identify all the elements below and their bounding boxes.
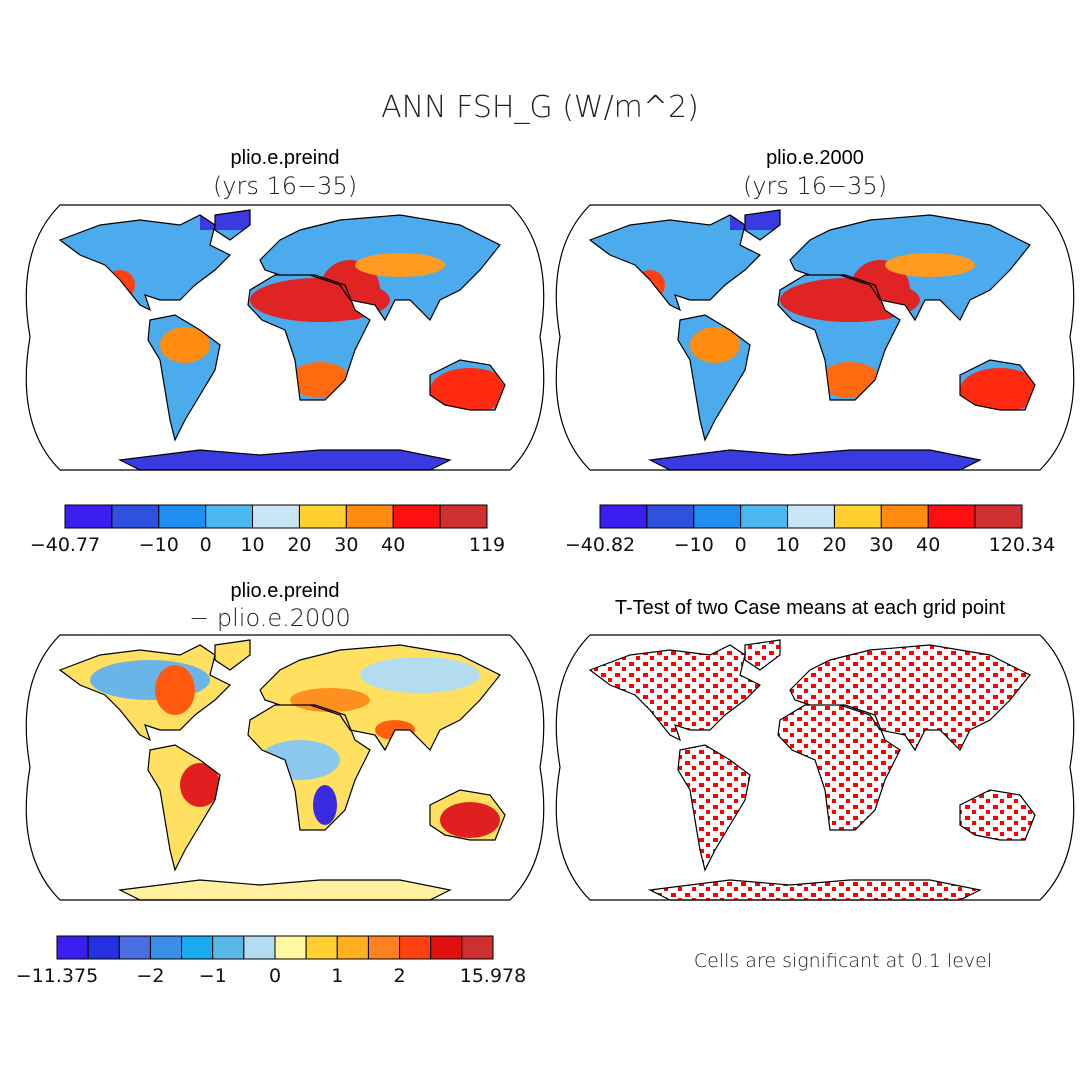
panel-title: plio.e.preind — [231, 580, 340, 602]
colorbar-label: −2 — [136, 965, 164, 987]
colorbar-label: −40.82 — [565, 534, 635, 556]
colorbar-box — [646, 504, 695, 529]
panel-note: Cells are significant at 0.1 level — [694, 950, 992, 972]
colorbar-box — [181, 935, 214, 960]
panel-title: plio.e.preind — [231, 147, 340, 169]
colorbar-box — [205, 504, 254, 529]
colorbar-box — [974, 504, 1023, 529]
colorbar-label: 40 — [916, 534, 940, 556]
figure-title: ANN FSH_G (W/m^2) — [381, 90, 699, 125]
colorbar-box — [158, 504, 207, 529]
colorbar-label: 10 — [775, 534, 799, 556]
colorbar-box — [439, 504, 488, 529]
colorbar-label: 30 — [334, 534, 358, 556]
colorbar-box — [461, 935, 494, 960]
colorbar-box — [243, 935, 276, 960]
panel-subtitle: (yrs 16−35) — [213, 172, 357, 200]
colorbar-box — [787, 504, 835, 529]
colorbar-box — [880, 504, 929, 529]
map-panel — [25, 634, 545, 901]
colorbar-box — [118, 935, 151, 960]
colorbar-label: −40.77 — [30, 534, 100, 556]
panel-subtitle: (yrs 16−35) — [743, 172, 887, 200]
colorbar-label: 30 — [869, 534, 893, 556]
colorbar-box — [149, 935, 183, 960]
colorbar-label: 20 — [287, 534, 311, 556]
colorbar-box — [305, 935, 338, 960]
colorbar-box — [430, 935, 463, 960]
colorbar-box — [833, 504, 882, 529]
colorbar-label: 10 — [240, 534, 264, 556]
colorbar-box — [599, 504, 648, 529]
colorbar-label: 2 — [394, 965, 406, 987]
panel-subtitle: − plio.e.2000 — [189, 604, 351, 632]
colorbar-box — [392, 504, 441, 529]
colorbar-label: 1 — [331, 965, 343, 987]
colorbar-label: 15.978 — [460, 965, 526, 987]
panel-title: T-Test of two Case means at each grid po… — [615, 597, 1006, 619]
colorbar-label: 0 — [200, 534, 212, 556]
panel-title: plio.e.2000 — [766, 147, 864, 169]
colorbar-label: 120.34 — [989, 534, 1055, 556]
colorbar-box — [56, 935, 89, 960]
map-panel — [555, 204, 1075, 471]
colorbar-box — [927, 504, 976, 529]
colorbar-label: 119 — [469, 534, 505, 556]
colorbar-label: 0 — [735, 534, 747, 556]
colorbar-label: −11.375 — [16, 965, 98, 987]
colorbar-box — [399, 935, 432, 960]
colorbar-box — [212, 935, 245, 960]
map-panel — [555, 634, 1075, 901]
colorbar-label: −1 — [199, 965, 227, 987]
colorbar-box — [64, 504, 113, 529]
colorbar-label: 20 — [822, 534, 846, 556]
map-panel — [25, 204, 545, 471]
colorbar-label: 0 — [269, 965, 281, 987]
colorbar-box — [345, 504, 394, 529]
colorbar-box — [336, 935, 369, 960]
colorbar-box — [693, 504, 742, 529]
colorbar-box — [252, 504, 300, 529]
colorbar-box — [367, 935, 401, 960]
colorbar-box — [87, 935, 120, 960]
colorbar-label: −10 — [139, 534, 179, 556]
colorbar-box — [274, 935, 307, 960]
colorbar-label: −10 — [674, 534, 714, 556]
colorbar-box — [298, 504, 347, 529]
colorbar-box — [740, 504, 789, 529]
colorbar-label: 40 — [381, 534, 405, 556]
colorbar-box — [111, 504, 160, 529]
